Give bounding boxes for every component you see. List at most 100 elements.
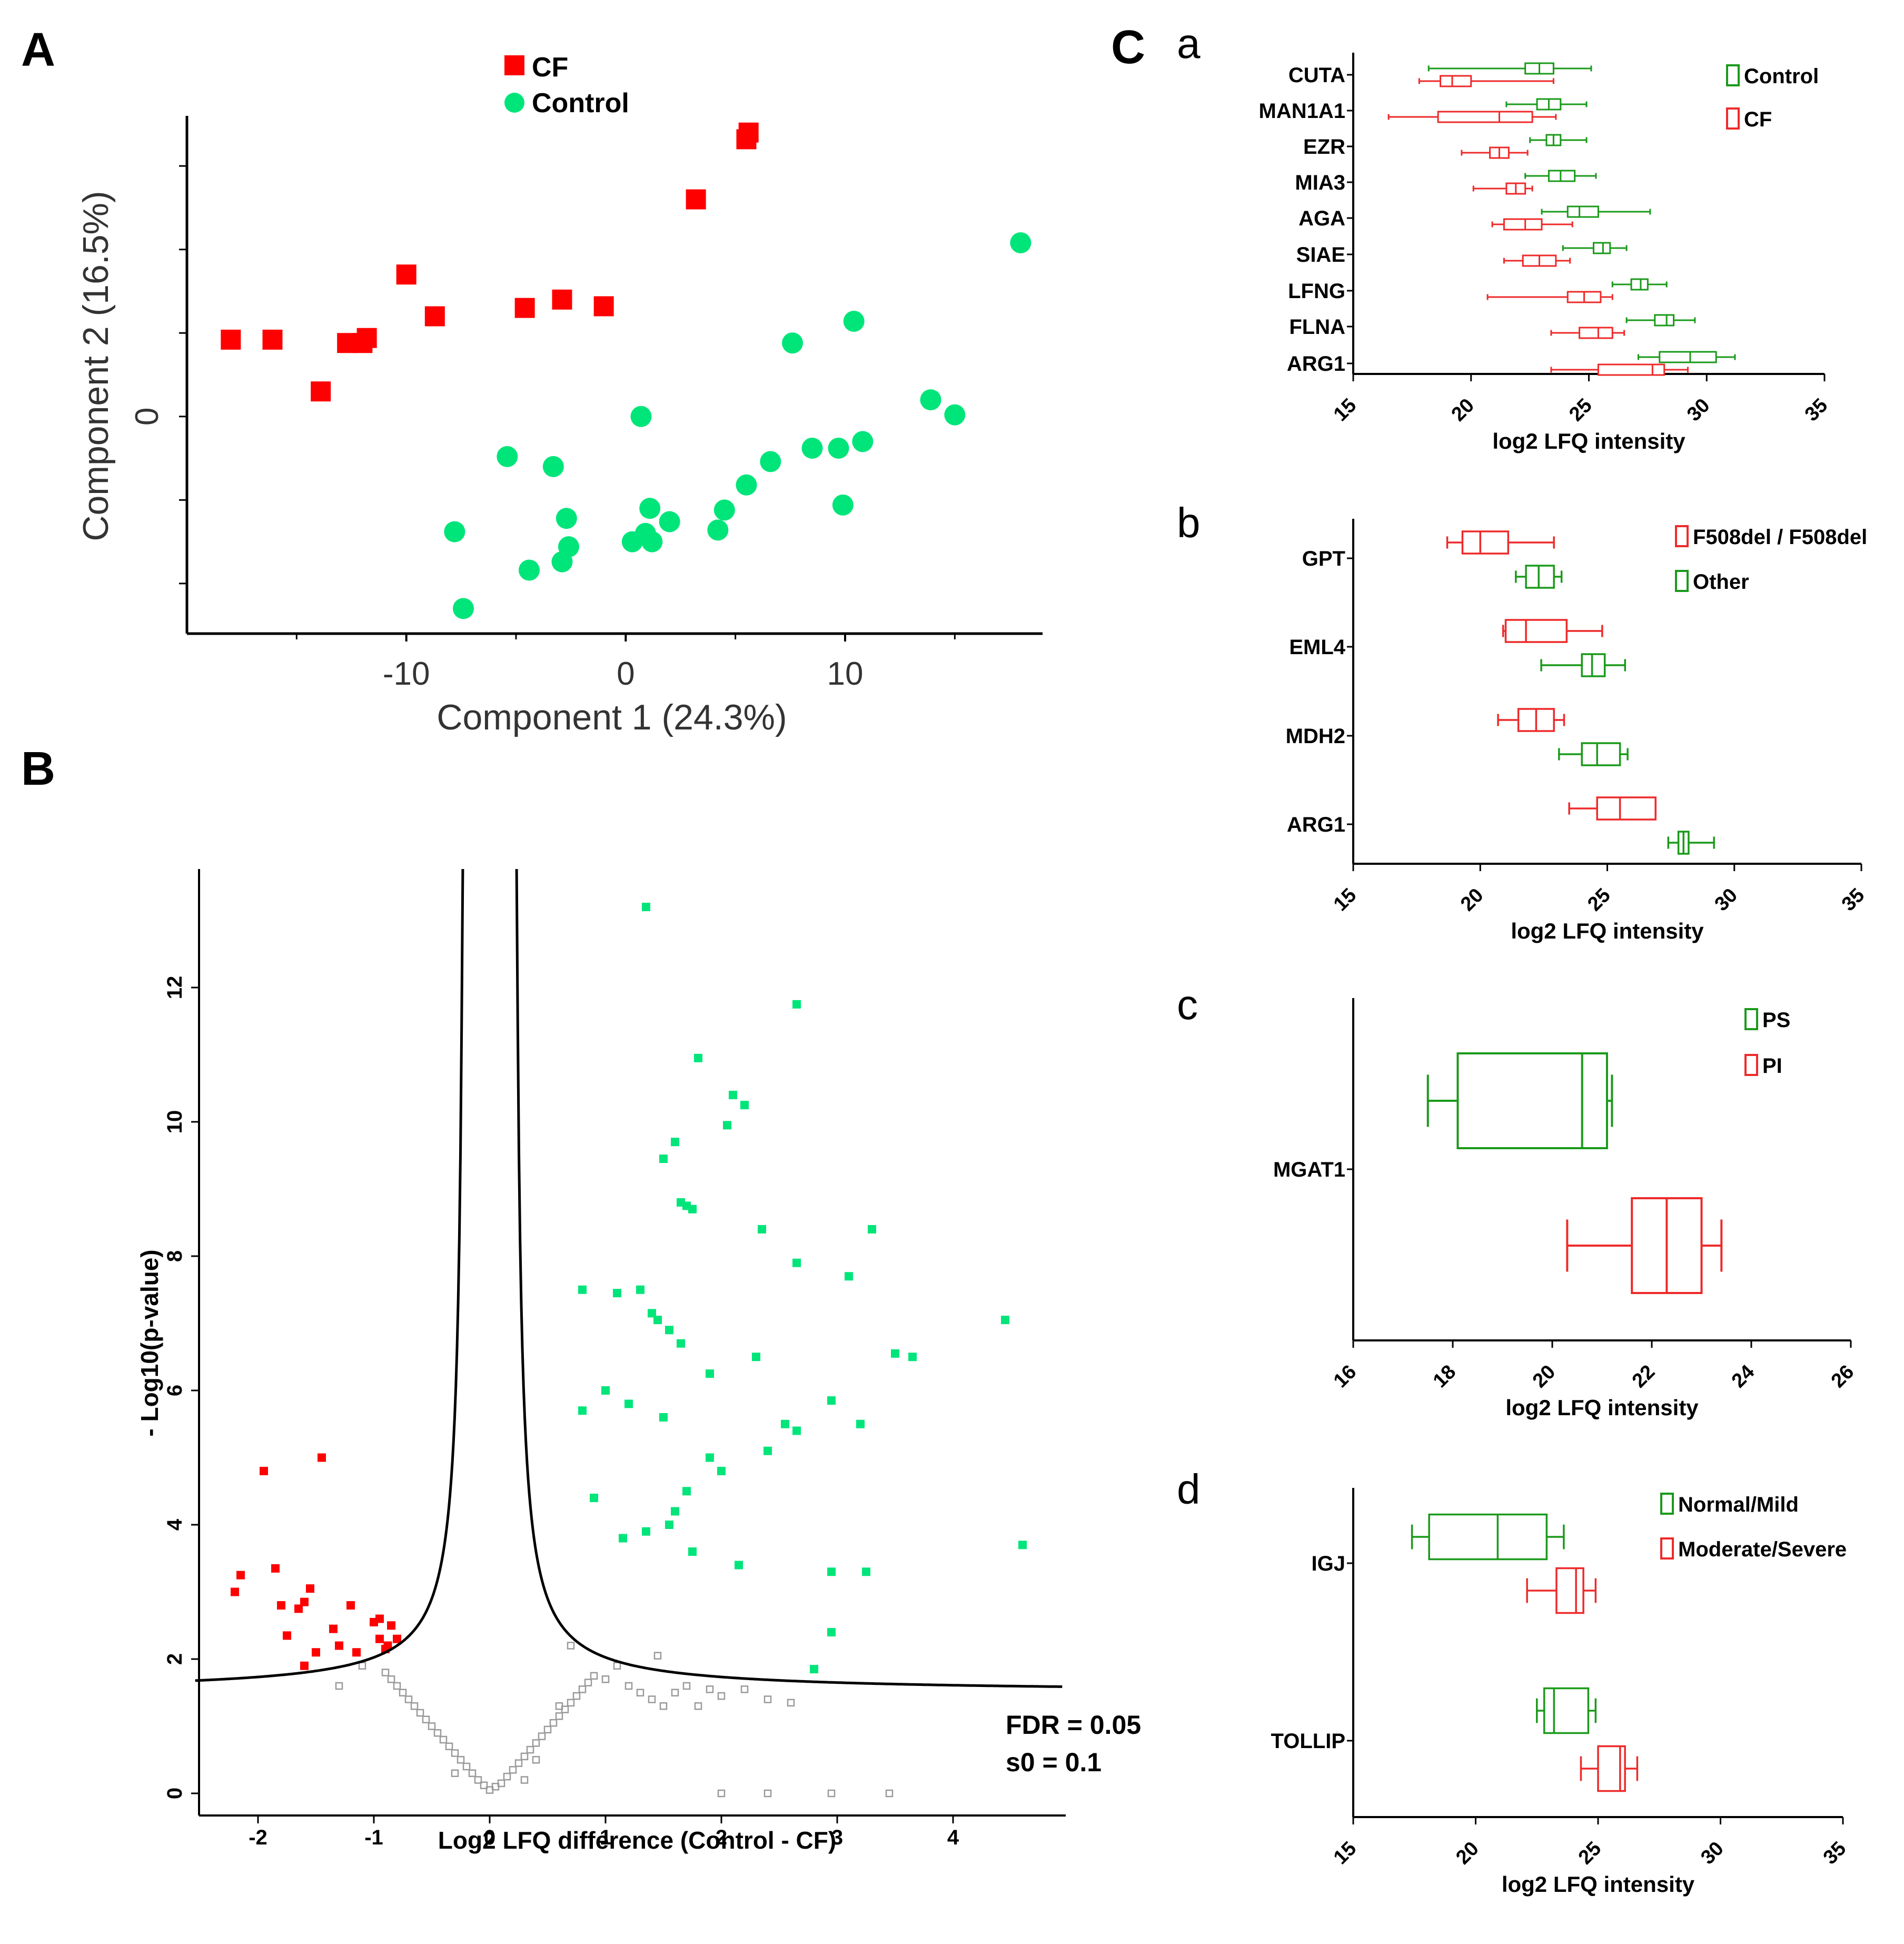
boxplot-category-label: GPT	[1302, 547, 1345, 570]
volcano-point-ns	[717, 1789, 726, 1798]
volcano-point-down	[387, 1621, 395, 1630]
volcano-point-up	[1018, 1541, 1027, 1550]
box-iqr	[1555, 1567, 1584, 1614]
boxplot-legend-marker	[1660, 1493, 1674, 1515]
volcano-point-ns	[763, 1695, 772, 1703]
pca-point-control	[639, 498, 661, 519]
volcano-point-ns	[538, 1732, 546, 1740]
volcano-point-ns	[555, 1702, 563, 1710]
box-iqr	[1566, 205, 1599, 218]
volcano-point-down	[236, 1571, 245, 1580]
pca-point-cf	[221, 329, 241, 350]
boxplot-legend-label: Other	[1693, 570, 1749, 594]
volcano-point-ns	[526, 1745, 534, 1754]
pca-point-cf	[686, 189, 706, 210]
volcano-point-ns	[387, 1675, 395, 1683]
panel-label-Cb: b	[1177, 499, 1201, 546]
volcano-y-axis-label: - Log10(p-value)	[136, 1249, 163, 1436]
volcano-x-tick-label: 4	[947, 1826, 959, 1849]
boxplot-legend-label: PI	[1762, 1054, 1782, 1078]
boxplot-legend-marker	[1744, 1054, 1758, 1076]
volcano-point-up	[671, 1507, 679, 1516]
boxplot-x-axis-label: log2 LFQ intensity	[1492, 429, 1685, 453]
legend-label-cf: CF	[532, 52, 568, 83]
boxplot-category-label: TOLLIP	[1271, 1730, 1345, 1753]
volcano-point-down	[294, 1604, 303, 1613]
volcano-point-ns	[717, 1692, 726, 1700]
pca-point-control	[760, 451, 781, 472]
pca-point-control	[630, 406, 652, 427]
volcano-point-ns	[381, 1669, 390, 1676]
volcano-point-up	[665, 1521, 673, 1529]
box-iqr	[1597, 363, 1665, 376]
volcano-x-axis-label: Log2 LFQ difference (Control - CF)	[438, 1827, 836, 1854]
boxplot-category-label: AGA	[1298, 207, 1345, 230]
volcano-point-down	[231, 1587, 239, 1596]
volcano-point-ns	[572, 1692, 581, 1700]
volcano-point-ns	[439, 1735, 448, 1744]
volcano-point-up	[792, 1426, 801, 1435]
pca-point-control	[832, 494, 854, 516]
volcano-point-ns	[445, 1742, 453, 1750]
pca-point-control	[542, 456, 564, 477]
volcano-point-ns	[590, 1672, 598, 1680]
boxplot-x-axis-label: log2 LFQ intensity	[1505, 1395, 1699, 1420]
volcano-point-ns	[514, 1759, 523, 1767]
boxplot-category-label: LFNG	[1288, 280, 1345, 303]
volcano-point-ns	[497, 1779, 505, 1788]
volcano-point-up	[653, 1316, 662, 1325]
volcano-y-tick-label: 6	[163, 1385, 186, 1396]
pca-point-control	[920, 389, 941, 411]
volcano-point-ns	[462, 1762, 471, 1771]
volcano-point-ns	[335, 1682, 343, 1690]
volcano-x-tick-label: -2	[249, 1826, 267, 1849]
pca-point-cf	[424, 306, 445, 327]
pca-point-control	[659, 511, 680, 532]
volcano-point-up	[642, 903, 650, 911]
pca-point-control	[1010, 232, 1032, 253]
volcano-point-down	[346, 1601, 355, 1610]
pca-x-tick-label: 10	[827, 656, 864, 692]
volcano-point-down	[375, 1634, 384, 1643]
boxplot-legend-label: Normal/Mild	[1678, 1493, 1799, 1516]
pca-point-cf	[262, 329, 283, 350]
boxplot-legend-marker	[1726, 64, 1740, 86]
panel-label-Ca: a	[1177, 20, 1201, 67]
boxplot-category-label: EZR	[1303, 135, 1345, 159]
volcano-point-ns	[422, 1715, 430, 1723]
pca-point-control	[843, 311, 865, 332]
volcano-point-up	[792, 1258, 801, 1267]
volcano-point-up	[810, 1665, 818, 1674]
volcano-y-tick-label: 2	[163, 1653, 186, 1665]
boxplot-x-axis-label: log2 LFQ intensity	[1502, 1872, 1695, 1897]
volcano-point-up	[694, 1053, 702, 1062]
boxplot-x-axis-label: log2 LFQ intensity	[1511, 919, 1704, 943]
volcano-point-ns	[480, 1781, 488, 1789]
box-iqr	[1654, 314, 1675, 327]
volcano-point-ns	[653, 1652, 662, 1660]
volcano-point-ns	[706, 1685, 714, 1693]
volcano-point-up	[665, 1326, 673, 1335]
pca-point-control	[444, 521, 465, 542]
box-iqr	[1440, 75, 1472, 87]
pca-point-control	[852, 431, 874, 452]
boxplot-category-label: MAN1A1	[1259, 100, 1345, 123]
volcano-point-ns	[694, 1702, 702, 1710]
volcano-point-ns	[763, 1789, 772, 1798]
volcano-point-down	[260, 1467, 268, 1475]
pca-point-control	[828, 438, 849, 459]
volcano-point-ns	[474, 1776, 482, 1784]
volcano-point-up	[856, 1419, 865, 1428]
volcano-x-tick-label: -1	[364, 1826, 383, 1849]
volcano-point-ns	[451, 1749, 459, 1757]
volcano-point-down	[335, 1641, 343, 1650]
volcano-point-up	[740, 1101, 749, 1110]
volcano-point-ns	[740, 1685, 749, 1693]
pca-x-tick-label: 0	[617, 656, 634, 692]
box-iqr	[1503, 218, 1543, 231]
volcano-point-up	[677, 1339, 685, 1348]
boxplot-category-label: SIAE	[1296, 243, 1345, 267]
volcano-point-ns	[601, 1675, 610, 1683]
volcano-point-up	[682, 1487, 691, 1496]
